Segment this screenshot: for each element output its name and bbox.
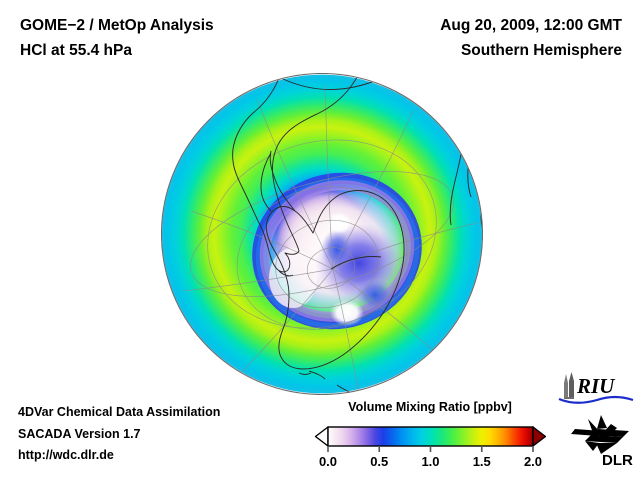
- colorbar-gradient-bar: [327, 426, 534, 447]
- coastline-australia: [450, 345, 482, 392]
- colorbar-ticks: [327, 446, 534, 452]
- globe-outline: [161, 73, 483, 395]
- riu-wave-icon: [558, 395, 634, 404]
- coastline-south-georgia: [308, 370, 326, 380]
- globe-field-layer: [162, 74, 482, 394]
- vortex-white-patch-west: [269, 248, 317, 308]
- header-meta-block: Aug 20, 2009, 12:00 GMT Southern Hemisph…: [440, 13, 622, 63]
- coastlines: [232, 74, 482, 394]
- page-title: GOME−2 / MetOp Analysis: [20, 17, 214, 34]
- coastline-new-zealand: [336, 384, 358, 394]
- coastline-falklands: [298, 372, 312, 375]
- orthographic-projection-svg: [161, 73, 483, 395]
- timestamp-label: Aug 20, 2009, 12:00 GMT: [440, 17, 622, 34]
- coastline-antarctic-peninsula: [269, 150, 296, 212]
- coastline-antarctica-interior: [330, 256, 382, 270]
- riu-logo: RIU: [558, 372, 634, 404]
- colorbar: Volume Mixing Ratio [ppbv]: [314, 400, 546, 470]
- header-title-block: GOME−2 / MetOp Analysis HCl at 55.4 hPa: [20, 13, 214, 63]
- coastline-africa-horn: [478, 116, 482, 128]
- dlr-logo: DLR: [571, 415, 633, 467]
- riu-tower-icon: [564, 372, 574, 399]
- footer-line-version: SACADA Version 1.7: [18, 426, 141, 441]
- footer-line-url: http://wdc.dlr.de: [18, 448, 114, 462]
- riu-wordmark: RIU: [576, 374, 616, 398]
- dlr-star-icon: [571, 415, 629, 454]
- vortex-white-patch-north: [326, 212, 352, 234]
- vortex-blue-blob-tertiary: [321, 229, 353, 269]
- colorbar-tick-label-2: 1.0: [421, 454, 439, 469]
- vortex-white-patch-south: [330, 300, 364, 326]
- colorbar-tick-label-4: 2.0: [524, 454, 542, 469]
- globe-map: [161, 73, 483, 395]
- footer-credits: 4DVar Chemical Data Assimilation SACADA …: [18, 402, 220, 467]
- footer-line-method: 4DVar Chemical Data Assimilation: [18, 405, 221, 419]
- colorbar-svg: 0.0 0.5 1.0 1.5 2.0: [314, 426, 546, 469]
- colorbar-title: Volume Mixing Ratio [ppbv]: [348, 400, 512, 414]
- colorbar-tick-label-1: 0.5: [370, 454, 388, 469]
- colorbar-over-arrow: [532, 426, 546, 447]
- hemisphere-label: Southern Hemisphere: [460, 42, 622, 59]
- colorbar-tick-label-3: 1.5: [473, 454, 491, 469]
- vortex-blue-blob-secondary: [355, 278, 395, 312]
- page-subtitle: HCl at 55.4 hPa: [20, 42, 132, 59]
- colorbar-under-arrow: [314, 426, 329, 447]
- dlr-wordmark: DLR: [602, 452, 633, 467]
- colorbar-tick-label-0: 0.0: [319, 454, 337, 469]
- coastline-south-america: [232, 74, 362, 273]
- coastline-antarctic-peninsula-west: [260, 152, 272, 212]
- coastline-antarctica: [265, 190, 405, 370]
